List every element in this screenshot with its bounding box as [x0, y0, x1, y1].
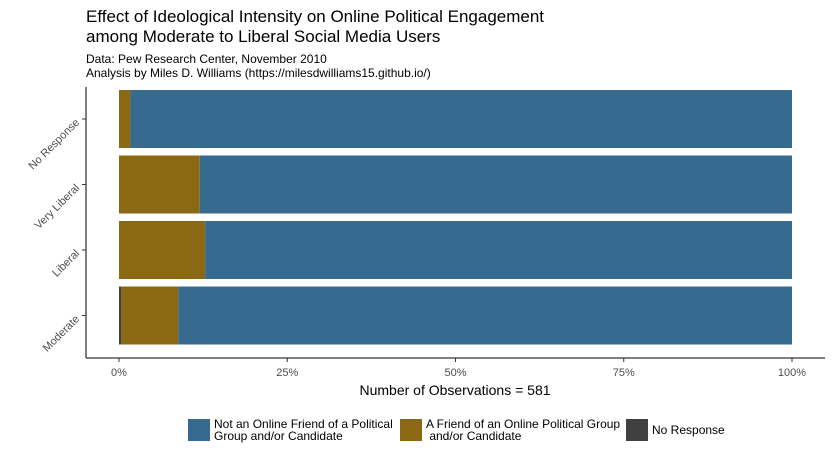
x-tick-label-4: 100% [778, 367, 806, 379]
bar-no-response-a-friend-of-an-online-political-group-and-or-candidate [119, 90, 130, 148]
legend-key-not-friend [188, 419, 210, 441]
x-axis-ticks: 0% 25% 50% 75% 100% [111, 358, 806, 379]
bar-liberal-not-an-online-friend-of-a-political-group-and-or-candidate [205, 221, 792, 279]
legend-label-not-friend: Not an Online Friend of a Political Grou… [214, 418, 393, 442]
y-tick-label-no-response: No Response [27, 117, 83, 173]
bar-no-response-not-an-online-friend-of-a-political-group-and-or-candidate [130, 90, 792, 148]
legend-key-friend [400, 419, 422, 441]
legend-label-no-response: No Response [652, 424, 725, 436]
bar-very-liberal-a-friend-of-an-online-political-group-and-or-candidate [119, 156, 200, 214]
bar-very-liberal-not-an-online-friend-of-a-political-group-and-or-candidate [200, 156, 792, 214]
legend-label-friend: A Friend of an Online Political Group an… [426, 418, 620, 442]
bar-moderate-not-an-online-friend-of-a-political-group-and-or-candidate [178, 287, 792, 345]
y-axis-ticks: No Response Very Liberal Liberal Moderate [27, 117, 86, 355]
bar-moderate-no-response [119, 287, 121, 345]
bars-layer [119, 90, 792, 345]
x-tick-label-2: 50% [444, 367, 466, 379]
x-tick-label-1: 25% [276, 367, 298, 379]
y-tick-label-very-liberal: Very Liberal [33, 182, 83, 232]
x-tick-label-3: 75% [613, 367, 635, 379]
bar-liberal-a-friend-of-an-online-political-group-and-or-candidate [119, 221, 205, 279]
bar-chart: 0% 25% 50% 75% 100% No Response Very Liberal L… [0, 0, 833, 400]
legend-label-line: and/or Candidate [426, 430, 620, 442]
legend-key-no-response [626, 419, 648, 441]
bar-moderate-a-friend-of-an-online-political-group-and-or-candidate [121, 287, 178, 345]
legend-label-line: Group and/or Candidate [214, 430, 393, 442]
y-tick-label-liberal: Liberal [50, 248, 82, 280]
legend-label-line: No Response [652, 424, 725, 436]
x-axis-title: Number of Observations = 581 [359, 382, 550, 398]
y-tick-label-moderate: Moderate [41, 313, 82, 354]
x-tick-label-0: 0% [111, 367, 127, 379]
